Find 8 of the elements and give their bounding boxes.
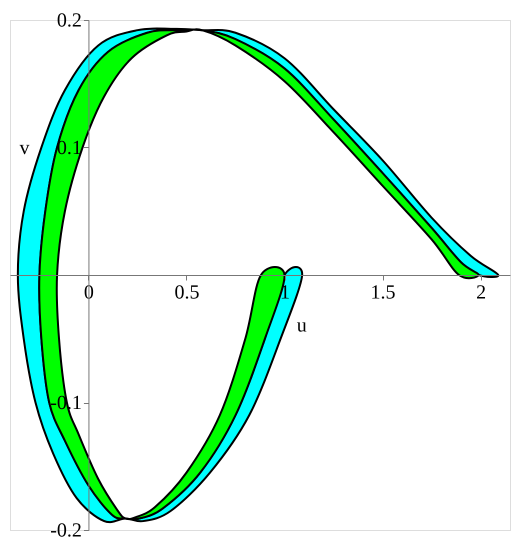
y-axis-title: v bbox=[20, 137, 30, 159]
y-tick-label: 0.2 bbox=[56, 10, 82, 32]
x-tick-label: 2 bbox=[476, 282, 486, 304]
x-tick-label: 1.5 bbox=[370, 282, 396, 304]
x-axis-title: u bbox=[296, 314, 307, 336]
x-tick-label: 0.5 bbox=[174, 282, 200, 304]
x-tick-label: 0 bbox=[84, 282, 94, 304]
y-tick-label: -0.2 bbox=[50, 520, 82, 542]
